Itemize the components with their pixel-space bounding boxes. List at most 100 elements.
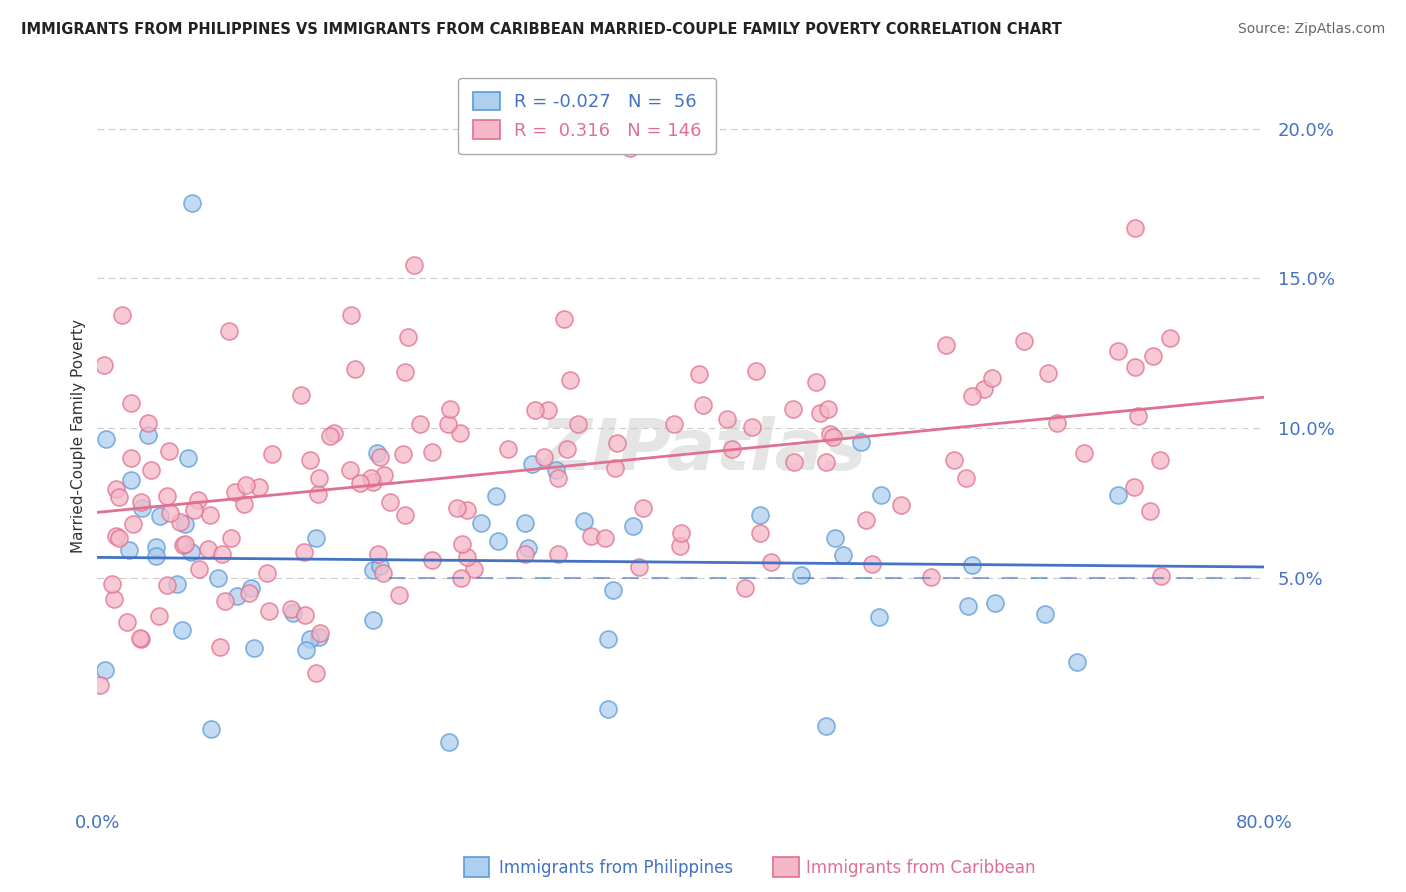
Point: [157, 443, 180, 458]
Point: [226, 589, 249, 603]
Point: [224, 484, 246, 499]
Point: [200, 508, 222, 523]
Point: [984, 596, 1007, 610]
Point: [486, 534, 509, 549]
Text: IMMIGRANTS FROM PHILIPPINES VS IMMIGRANTS FROM CARIBBEAN MARRIED-COUPLE FAMILY P: IMMIGRANTS FROM PHILIPPINES VS IMMIGRANT…: [21, 22, 1062, 37]
Point: [851, 434, 873, 449]
Point: [790, 568, 813, 582]
Point: [804, 375, 827, 389]
Point: [115, 615, 138, 630]
Point: [741, 420, 763, 434]
Point: [308, 630, 330, 644]
Point: [145, 549, 167, 564]
Point: [1149, 453, 1171, 467]
Point: [211, 547, 233, 561]
Point: [1126, 409, 1149, 424]
Point: [782, 455, 804, 469]
Point: [868, 610, 890, 624]
Point: [188, 562, 211, 576]
Point: [537, 403, 560, 417]
Point: [235, 477, 257, 491]
Point: [94, 663, 117, 677]
Point: [360, 471, 382, 485]
Point: [485, 489, 508, 503]
Point: [557, 442, 579, 457]
Point: [392, 447, 415, 461]
Point: [515, 547, 537, 561]
Point: [451, 537, 474, 551]
Point: [247, 479, 270, 493]
Point: [855, 512, 877, 526]
Point: [669, 539, 692, 553]
Point: [1107, 488, 1129, 502]
Point: [307, 487, 329, 501]
Point: [290, 387, 312, 401]
Point: [173, 516, 195, 531]
Text: Immigrants from Caribbean: Immigrants from Caribbean: [806, 859, 1035, 877]
Point: [1073, 446, 1095, 460]
Point: [136, 417, 159, 431]
Point: [159, 507, 181, 521]
Point: [208, 640, 231, 655]
Point: [456, 503, 478, 517]
Point: [94, 432, 117, 446]
Point: [567, 417, 589, 432]
Point: [200, 723, 222, 737]
Point: [120, 396, 142, 410]
Point: [170, 623, 193, 637]
Point: [89, 678, 111, 692]
Point: [148, 609, 170, 624]
Point: [173, 537, 195, 551]
Point: [439, 401, 461, 416]
Point: [349, 475, 371, 490]
Point: [579, 529, 602, 543]
Point: [606, 436, 628, 450]
Point: [243, 640, 266, 655]
Point: [692, 398, 714, 412]
Point: [437, 735, 460, 749]
Point: [817, 402, 839, 417]
Point: [138, 428, 160, 442]
Point: [298, 632, 321, 646]
Point: [553, 312, 575, 326]
Point: [129, 631, 152, 645]
Point: [782, 401, 804, 416]
Point: [292, 544, 315, 558]
Point: [404, 258, 426, 272]
Point: [818, 427, 841, 442]
Point: [305, 665, 328, 680]
Point: [257, 604, 280, 618]
Point: [745, 364, 768, 378]
Point: [107, 490, 129, 504]
Point: [93, 359, 115, 373]
Point: [547, 547, 569, 561]
Point: [449, 426, 471, 441]
Point: [572, 514, 595, 528]
Point: [129, 495, 152, 509]
Point: [104, 482, 127, 496]
Point: [422, 553, 444, 567]
Point: [496, 442, 519, 457]
Point: [298, 452, 321, 467]
Point: [111, 308, 134, 322]
Point: [517, 541, 540, 555]
Point: [218, 325, 240, 339]
Point: [628, 559, 651, 574]
Point: [388, 588, 411, 602]
Point: [533, 450, 555, 464]
Point: [749, 526, 772, 541]
Point: [166, 577, 188, 591]
Point: [860, 557, 883, 571]
Point: [319, 429, 342, 443]
Point: [981, 371, 1004, 385]
Text: Source: ZipAtlas.com: Source: ZipAtlas.com: [1237, 22, 1385, 37]
Point: [120, 473, 142, 487]
Point: [890, 498, 912, 512]
Point: [544, 463, 567, 477]
Point: [169, 516, 191, 530]
Point: [121, 516, 143, 531]
Point: [1150, 569, 1173, 583]
Point: [139, 463, 162, 477]
Point: [603, 461, 626, 475]
Point: [450, 571, 472, 585]
